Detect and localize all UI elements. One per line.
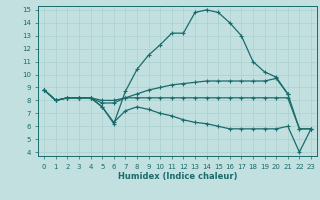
X-axis label: Humidex (Indice chaleur): Humidex (Indice chaleur): [118, 172, 237, 181]
